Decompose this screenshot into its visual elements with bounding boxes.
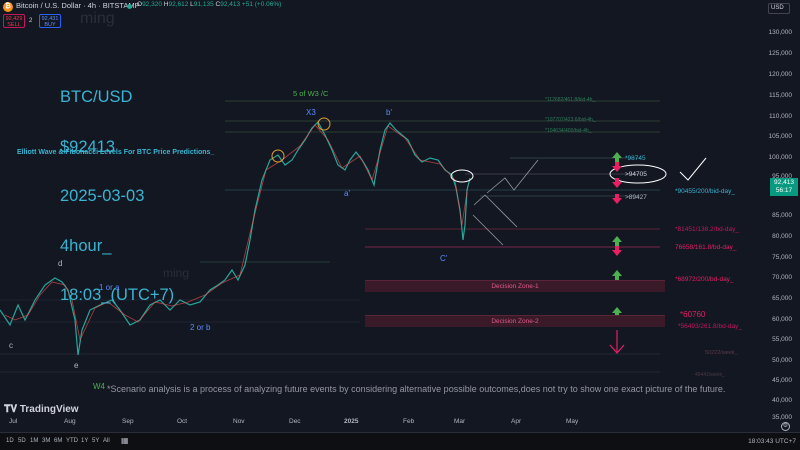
range-5d[interactable]: 5D [18,438,26,444]
disclaimer-text: *Scenario analysis is a process of analy… [107,384,726,394]
tv-icon: 𝐓𝐕 [4,404,20,415]
range-5y[interactable]: 5Y [92,438,100,444]
watermark: ming [80,10,115,27]
wave-label-e: e [74,361,79,370]
level-107707: *107707/423.6/bid-4h_ [545,117,596,123]
level-112682: *112682/461.8/bid-4h_ [545,97,596,103]
range-1y[interactable]: 1Y [81,438,89,444]
current-price-tag: 92,413 56:17 [770,178,798,196]
calendar-icon[interactable]: ▦ [121,436,129,445]
range-1m[interactable]: 1M [30,438,39,444]
wave-label-2-or-b: 2 or b [190,323,211,332]
tradingview-logo[interactable]: 𝐓𝐕 TradingView [4,404,79,415]
bottom-toolbar: 1D 5D 1M 3M 6M YTD 1Y 5Y All ▦ 18:03:43 … [0,432,800,450]
buy-button[interactable]: 92,431 BUY [39,14,61,28]
wave-label-1-or-a: 1 or a [99,283,120,292]
settings-icon[interactable]: ⚙ [781,422,790,431]
clock[interactable]: 18:03:43 UTC+7 [748,438,796,445]
ohlc-values: O92,320 H92,612 L91,135 C92,413 +51 (+0.… [137,1,282,8]
wave-label-b: b' [386,108,392,117]
level-60760: *60760 [680,310,706,319]
range-3m[interactable]: 3M [42,438,51,444]
level-98745: *98745 [625,155,646,162]
level-50222: 50222/week_ [705,350,738,356]
market-status-icon [127,4,132,9]
symbol-title[interactable]: Bitcoin / U.S. Dollar · 4h · BITSTAMP [16,1,140,10]
range-ytd[interactable]: YTD [66,438,78,444]
wave-label-c: c [9,341,13,350]
level-76658: 76658/161.8/bd-day_ [675,244,737,251]
chart-subtitle: Elliott Wave & Fibonacci Levels For BTC … [17,149,215,156]
level-81451: *81451/138.2/bd-day_ [675,226,739,233]
decision-zone-2: Decision Zone-2 [365,315,665,327]
range-1d[interactable]: 1D [6,438,14,444]
level-45441: 45441/week_ [695,372,725,378]
wave-label-x3: X3 [306,108,316,117]
time-axis[interactable]: Jul Aug Sep Oct Nov Dec 2025 Feb Mar Apr… [9,418,579,425]
level-56493: *56493/261.8/bd-day_ [678,323,742,330]
decision-zone-1: Decision Zone-1 [365,280,665,292]
spread-value: 2 [29,18,33,24]
currency-select[interactable]: USD [768,3,790,14]
bitcoin-icon: ₿ [3,2,13,12]
wave-label-w3c: 5 of W3 /C [293,89,329,98]
level-89427: >89427 [625,194,647,201]
wave-label-d: d [58,259,63,268]
level-68972: *68972/200/bd-day_ [675,276,734,283]
wave-label-w4: W4 [93,382,105,391]
range-all[interactable]: All [103,438,110,444]
sell-button[interactable]: 92,429 SELL [3,14,25,28]
wave-label-c-prime: C' [440,254,448,263]
level-94705: >94705 [625,171,647,178]
level-90455: *90455/200/bid-day_ [675,188,735,195]
watermark-chart: ming [163,266,190,280]
price-axis[interactable]: 130,000 125,000 120,000 115,000 110,000 … [768,29,793,421]
level-104634: *104634/400/bid-4h_ [545,128,592,134]
range-6m[interactable]: 6M [54,438,63,444]
wave-label-a: a' [344,189,350,198]
info-block: BTC/USD $92413 2025-03-03 4hour_ 18:03_(… [60,88,175,304]
